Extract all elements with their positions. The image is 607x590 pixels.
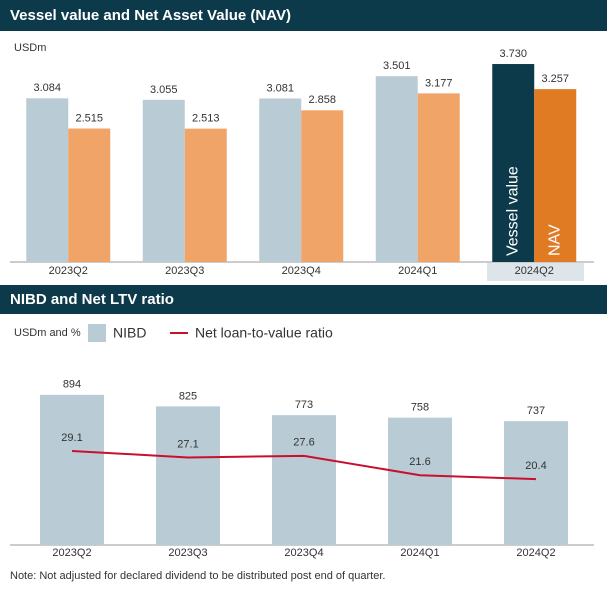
value-label: 3.055 (150, 84, 178, 96)
legend-swatch (88, 324, 106, 342)
bar (388, 417, 452, 545)
value-label: 825 (179, 390, 197, 402)
value-label: 737 (527, 405, 545, 417)
value-label: 3.081 (266, 82, 294, 94)
y-axis-label: USDm (14, 42, 46, 54)
bar (534, 89, 577, 262)
bar (417, 93, 460, 262)
value-label: 21.6 (409, 456, 430, 468)
x-tick-label: 2024Q1 (400, 547, 439, 559)
bar (68, 128, 111, 262)
x-tick-label: 2024Q2 (515, 265, 554, 277)
bar (40, 394, 104, 545)
legend-label: NAV (546, 224, 563, 256)
value-label: 773 (295, 399, 313, 411)
value-label: 27.1 (177, 438, 198, 450)
line (71, 449, 537, 481)
value-label: 758 (411, 402, 429, 414)
x-tick-label: 2023Q3 (165, 265, 204, 277)
legend-label: Net loan-to-value ratio (195, 325, 333, 341)
value-label: 3.501 (383, 60, 411, 72)
bar (272, 415, 336, 545)
bar (156, 406, 220, 545)
chart-title: NIBD and Net LTV ratio (10, 291, 174, 308)
value-label: 2.858 (308, 94, 336, 106)
legend-label: NIBD (113, 325, 146, 341)
x-tick-label: 2023Q2 (49, 265, 88, 277)
value-label: 29.1 (61, 432, 82, 444)
value-label: 3.084 (33, 82, 61, 94)
x-tick-label: 2023Q3 (168, 547, 207, 559)
bar (259, 98, 302, 262)
value-label: 2.513 (192, 113, 220, 125)
value-label: 20.4 (525, 460, 546, 472)
highlight-band (487, 263, 584, 281)
value-label: 894 (63, 379, 81, 391)
header-bar (0, 285, 607, 314)
bar (301, 110, 344, 262)
bar (26, 98, 69, 263)
bar (375, 76, 418, 262)
bar (184, 128, 227, 262)
x-tick-label: 2023Q4 (284, 547, 323, 559)
bar (492, 64, 535, 263)
legend-label: Vessel value (504, 166, 521, 256)
value-label: 3.257 (541, 73, 569, 85)
header-bar (0, 0, 607, 31)
chart-title: Vessel value and Net Asset Value (NAV) (10, 7, 291, 24)
x-tick-label: 2023Q4 (282, 265, 321, 277)
x-tick-label: 2024Q2 (516, 547, 555, 559)
value-label: 27.6 (293, 437, 314, 449)
y-axis-label: USDm and % (14, 327, 81, 339)
value-label: 2.515 (75, 112, 103, 124)
value-label: 3.177 (425, 77, 453, 89)
note: Note: Not adjusted for declared dividend… (10, 570, 385, 582)
bar (142, 99, 185, 262)
x-tick-label: 2024Q1 (398, 265, 437, 277)
value-label: 3.730 (499, 48, 527, 60)
x-tick-label: 2023Q2 (52, 547, 91, 559)
bar (504, 421, 568, 545)
